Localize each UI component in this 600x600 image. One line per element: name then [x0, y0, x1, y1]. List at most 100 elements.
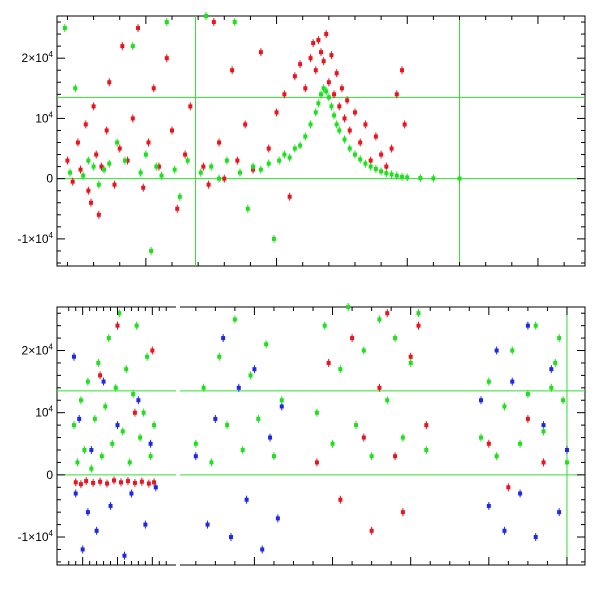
data-point: [94, 152, 99, 157]
data-point: [279, 404, 284, 409]
data-point: [193, 441, 198, 446]
data-point: [152, 423, 157, 428]
data-point: [282, 92, 287, 97]
data-point: [193, 454, 198, 459]
data-point: [279, 398, 284, 403]
data-point: [345, 98, 350, 103]
data-point: [322, 323, 327, 328]
data-point: [117, 146, 122, 151]
data-point: [271, 236, 276, 241]
data-point: [106, 336, 111, 341]
data-point: [201, 164, 206, 169]
data-point: [112, 182, 117, 187]
y-tick-label: 104: [35, 405, 53, 420]
data-point: [132, 480, 137, 485]
data-point: [303, 86, 308, 91]
data-point: [146, 481, 151, 486]
data-point: [78, 398, 83, 403]
y-tick-label-base: -1×10: [18, 530, 49, 544]
top-panel-frame: [56, 15, 586, 267]
data-point: [248, 373, 253, 378]
data-point: [350, 336, 355, 341]
data-point: [316, 38, 321, 43]
data-point: [292, 146, 297, 151]
data-point: [416, 323, 421, 328]
data-point: [244, 497, 249, 502]
data-point: [136, 398, 141, 403]
data-point: [68, 170, 73, 175]
data-point: [287, 194, 292, 199]
data-point: [486, 503, 491, 508]
data-point: [260, 547, 265, 552]
data-point: [154, 164, 159, 169]
data-point: [332, 113, 337, 118]
data-point: [339, 86, 344, 91]
data-point: [379, 169, 384, 174]
data-point: [82, 447, 87, 452]
data-point: [134, 323, 139, 328]
data-point: [361, 348, 366, 353]
data-point: [431, 176, 436, 181]
data-point: [358, 140, 363, 145]
data-point: [115, 323, 120, 328]
data-point: [394, 92, 399, 97]
data-point: [361, 435, 366, 440]
data-point: [185, 158, 190, 163]
data-point: [368, 158, 373, 163]
data-point: [98, 373, 103, 378]
data-point: [266, 161, 271, 166]
data-point: [251, 164, 256, 169]
data-point: [377, 317, 382, 322]
data-point: [342, 137, 347, 142]
data-point: [124, 367, 129, 372]
data-point: [86, 188, 91, 193]
data-point: [232, 317, 237, 322]
data-point: [342, 116, 347, 121]
y-tick-label-base: 10: [35, 111, 49, 125]
y-tick-label-exponent: 4: [49, 405, 54, 414]
data-point: [384, 164, 389, 169]
y-tick-label-base: 10: [35, 406, 49, 420]
data-point: [245, 206, 250, 211]
data-point: [110, 441, 115, 446]
data-point: [400, 510, 405, 515]
data-point: [400, 174, 405, 179]
data-point: [118, 480, 123, 485]
bottom-panel-frame: [56, 306, 586, 566]
data-point: [177, 194, 182, 199]
data-point: [377, 385, 382, 390]
data-point: [211, 20, 216, 25]
data-point: [86, 158, 91, 163]
series-0: [65, 18, 407, 219]
data-point: [541, 429, 546, 434]
y-tick-label-exponent: 4: [49, 50, 54, 59]
data-point: [326, 80, 331, 85]
data-point: [99, 164, 104, 169]
data-point: [405, 175, 410, 180]
data-point: [549, 367, 554, 372]
data-point: [553, 360, 558, 365]
data-point: [159, 173, 164, 178]
data-point: [268, 435, 273, 440]
y-tick-label: 104: [35, 110, 53, 125]
data-point: [73, 480, 78, 485]
bottom-axis-breaks: [176, 305, 180, 567]
data-point: [130, 44, 135, 49]
data-point: [152, 480, 157, 485]
data-point: [138, 170, 143, 175]
data-point: [400, 435, 405, 440]
data-point: [385, 398, 390, 403]
data-point: [308, 122, 313, 127]
data-point: [188, 104, 193, 109]
data-point: [139, 479, 144, 484]
data-point: [183, 152, 188, 157]
y-tick-label-base: 0: [46, 172, 53, 186]
data-point: [557, 336, 562, 341]
data-point: [330, 441, 335, 446]
data-point: [65, 158, 70, 163]
data-point: [533, 323, 538, 328]
data-point: [70, 179, 75, 184]
data-point: [240, 447, 245, 452]
bottom-x-axis: [68, 307, 568, 565]
